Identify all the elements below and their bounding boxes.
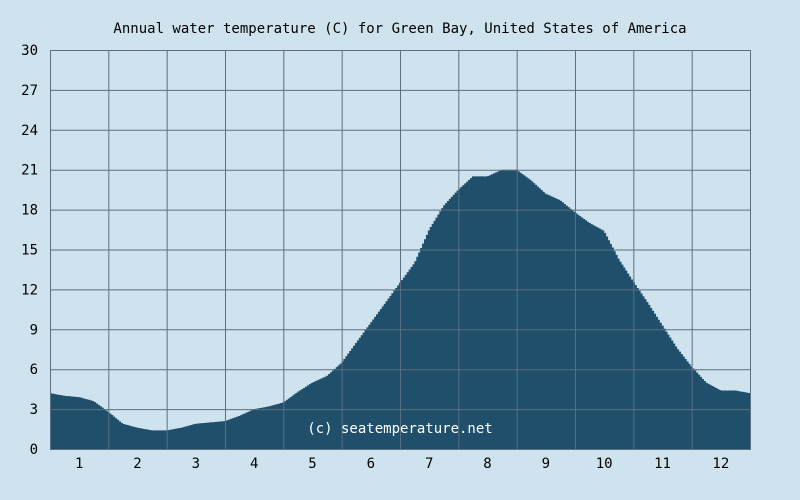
- y-tick-label: 6: [30, 362, 38, 378]
- x-tick-label: 12: [712, 456, 729, 472]
- y-axis-ticks: 0 3 6 9 12 15 18 21 24 27 30: [21, 43, 38, 458]
- x-tick-label: 11: [654, 456, 671, 472]
- y-tick-label: 0: [30, 442, 38, 458]
- x-tick-label: 8: [483, 456, 491, 472]
- x-tick-label: 3: [192, 456, 200, 472]
- y-tick-label: 21: [21, 163, 38, 179]
- y-tick-label: 18: [21, 203, 38, 219]
- grid-layer: [50, 50, 751, 450]
- x-tick-label: 5: [308, 456, 316, 472]
- y-tick-label: 12: [21, 282, 38, 298]
- x-tick-label: 9: [542, 456, 550, 472]
- chart-title: Annual water temperature (C) for Green B…: [113, 21, 686, 37]
- x-axis-ticks: 1 2 3 4 5 6 7 8 9 10 11 12: [75, 456, 729, 472]
- x-tick-label: 10: [596, 456, 613, 472]
- x-tick-label: 6: [367, 456, 375, 472]
- y-tick-label: 9: [30, 322, 38, 338]
- y-tick-label: 27: [21, 83, 38, 99]
- x-tick-label: 1: [75, 456, 83, 472]
- x-tick-label: 2: [133, 456, 141, 472]
- x-tick-label: 7: [425, 456, 433, 472]
- x-tick-label: 4: [250, 456, 258, 472]
- plot-border: [50, 50, 751, 450]
- watermark: (c) seatemperature.net: [307, 421, 492, 437]
- y-tick-label: 24: [21, 123, 38, 139]
- y-tick-label: 15: [21, 243, 38, 259]
- y-tick-label: 30: [21, 43, 38, 59]
- y-tick-label: 3: [30, 402, 38, 418]
